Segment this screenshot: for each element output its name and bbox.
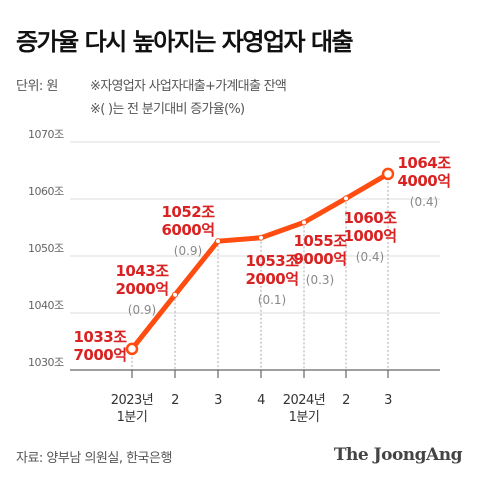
growth-rate-label: (0.4)	[356, 250, 384, 264]
data-label: 2000억	[245, 270, 298, 288]
x-tick-label: 3	[384, 393, 392, 408]
note-growth-rate: ※( )는 전 분기대비 증가율(%)	[90, 102, 245, 117]
y-tick-label: 1070조	[28, 128, 64, 141]
data-point	[258, 234, 264, 241]
y-tick-label: 1050조	[28, 242, 64, 255]
growth-rate-label: (0.9)	[128, 303, 156, 317]
data-label: 9000억	[293, 250, 346, 268]
data-label: 1053조	[245, 252, 299, 270]
x-tick-label: 2024년	[283, 393, 326, 408]
unit-note: 단위: 원	[16, 79, 58, 94]
data-label: 1064조	[397, 154, 451, 172]
note-loan-definition: ※자영업자 사업자대출+가계대출 잔액	[90, 79, 287, 94]
x-tick-label: 3	[214, 393, 222, 408]
y-tick-label: 1060조	[28, 185, 64, 198]
y-tick-label: 1030조	[28, 356, 64, 369]
data-point	[215, 238, 221, 245]
x-tick-label: 1분기	[117, 410, 148, 425]
data-point	[301, 219, 307, 226]
growth-rate-label: (0.1)	[258, 293, 286, 307]
data-point	[125, 342, 139, 356]
y-tick-label: 1040조	[28, 299, 64, 312]
source-note: 자료: 양부남 의원실, 한국은행	[16, 451, 172, 466]
x-tick-label: 4	[257, 393, 265, 408]
data-label: 1052조	[161, 203, 215, 221]
data-label: 1060조	[343, 209, 397, 227]
data-label: 1000억	[343, 227, 396, 245]
data-label: 6000억	[161, 221, 214, 239]
chart-title: 증가율 다시 높아지는 자영업자 대출	[16, 28, 354, 56]
x-tick-label: 2023년	[111, 393, 154, 408]
x-tick-label: 2	[342, 393, 350, 408]
growth-rate-label: (0.4)	[410, 195, 438, 209]
data-point	[343, 195, 349, 202]
data-label: 2000억	[115, 280, 168, 298]
data-label: 1055조	[293, 232, 347, 250]
growth-rate-label: (0.9)	[174, 244, 202, 258]
data-label: 7000억	[73, 346, 126, 364]
publisher-logo: The JoongAng	[333, 445, 463, 465]
data-point	[381, 167, 395, 181]
x-tick-label: 2	[171, 393, 179, 408]
data-point	[172, 291, 178, 298]
data-label: 1043조	[115, 262, 169, 280]
growth-rate-label: (0.3)	[306, 273, 334, 287]
data-label: 1033조	[73, 328, 127, 346]
data-label: 4000억	[397, 172, 450, 190]
x-tick-label: 1분기	[289, 410, 320, 425]
